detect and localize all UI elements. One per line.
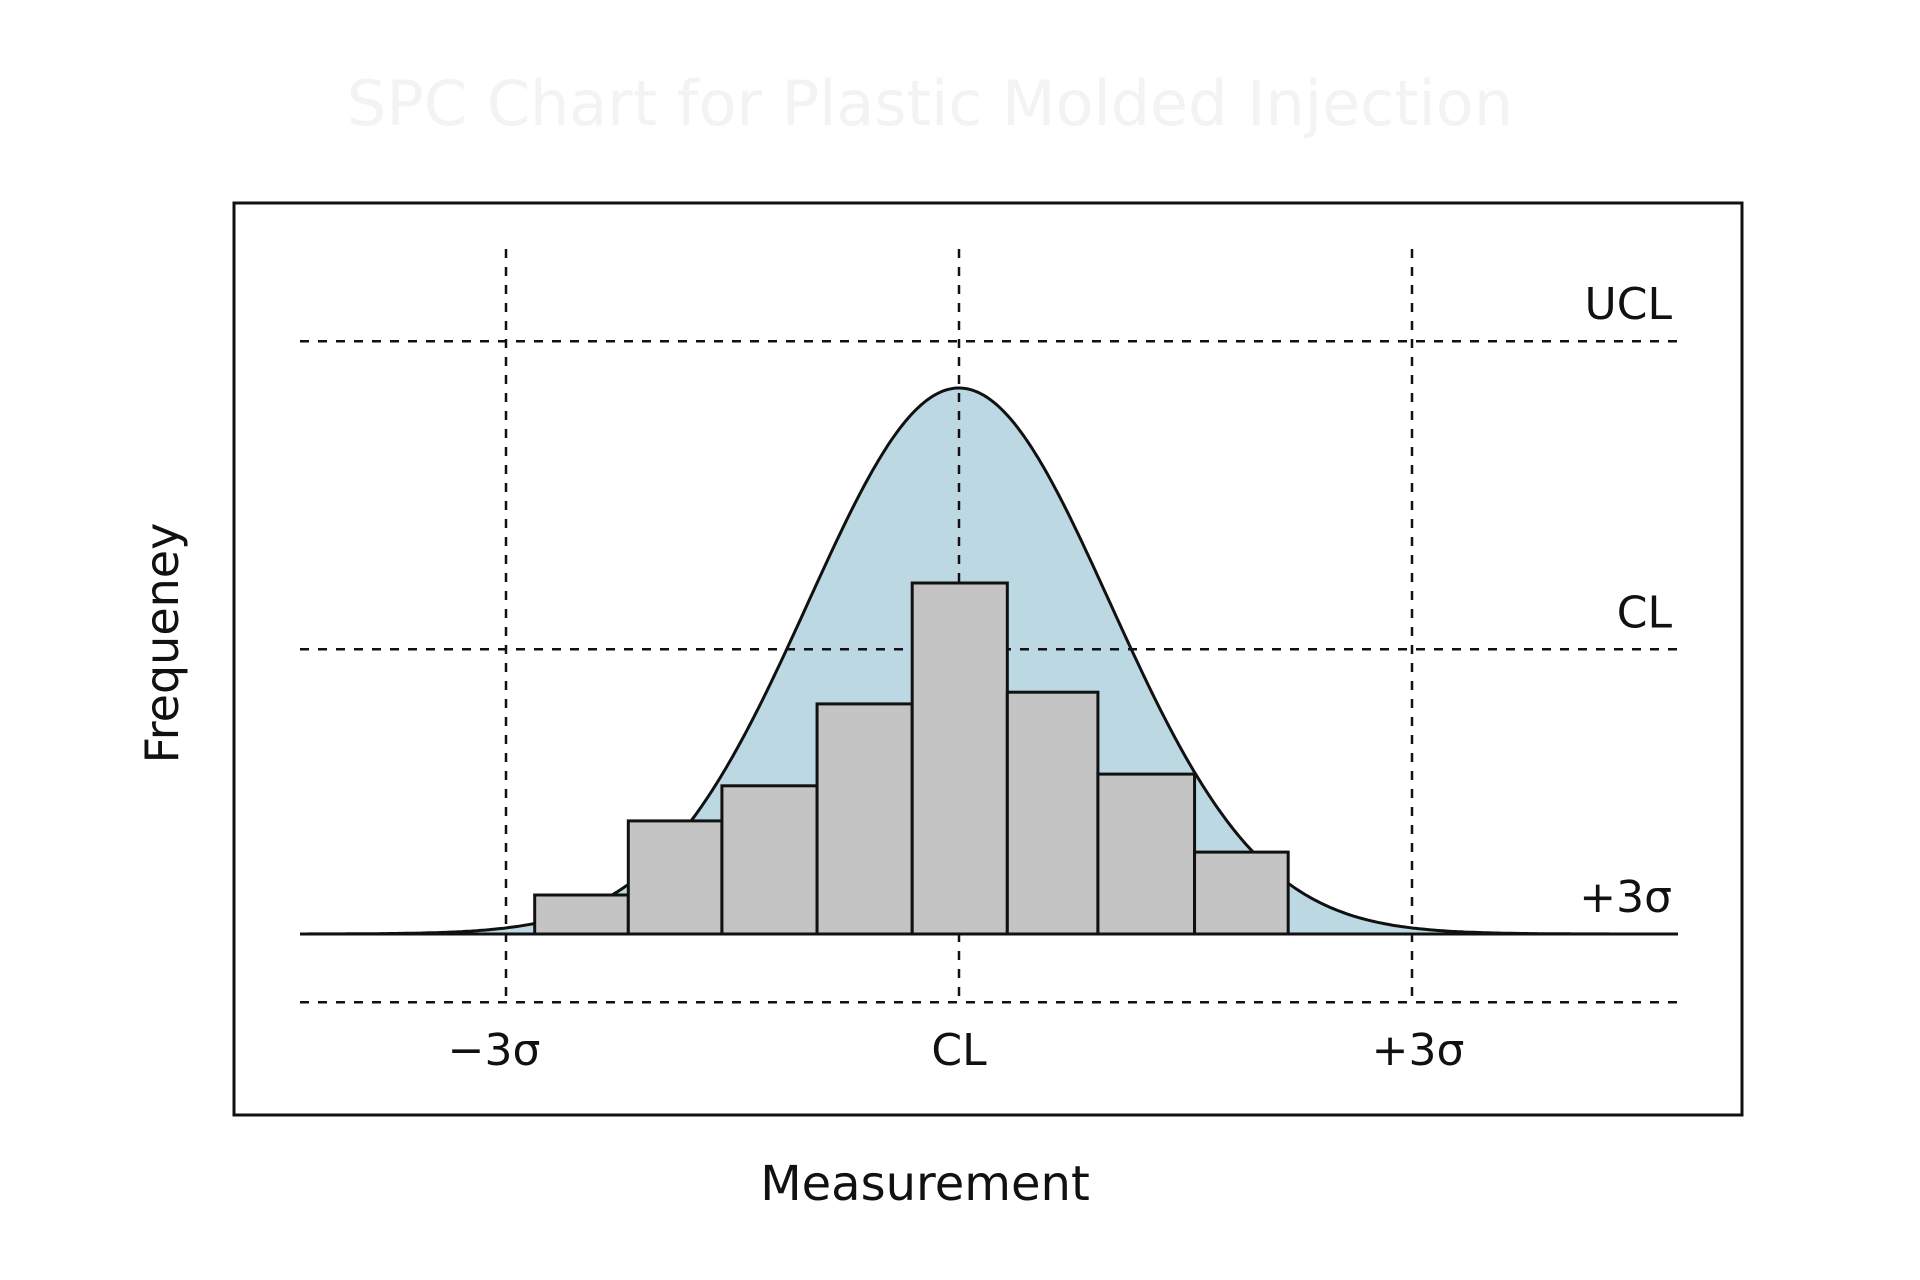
x-tick-label: CL (931, 1025, 987, 1076)
histogram-bar (910, 581, 1009, 936)
chart-title: SPC Chart for Plastic Molded Injection (347, 67, 1513, 140)
x-tick-label: −3σ (448, 1025, 541, 1076)
x-axis-label: Measurement (760, 1156, 1090, 1212)
histogram-bar (533, 893, 630, 936)
y-axis-label: Frequeney (135, 523, 189, 764)
histogram-bar (1193, 850, 1290, 936)
h-line-label: +3σ (1579, 872, 1672, 923)
histogram-bar (626, 819, 724, 936)
histogram-bar (815, 702, 914, 936)
x-tick-label: +3σ (1372, 1025, 1465, 1076)
histogram-bar (1005, 690, 1100, 936)
histogram-bar (720, 784, 819, 936)
normal-curve-line (300, 386, 1677, 936)
h-line-label: CL (1617, 587, 1673, 638)
h-line-label: UCL (1585, 279, 1673, 330)
histogram-bar (1096, 772, 1197, 936)
